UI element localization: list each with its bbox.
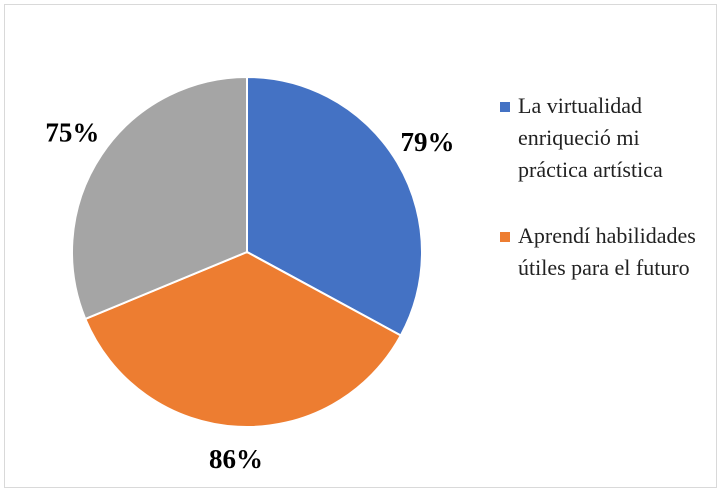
data-label: 75% bbox=[45, 118, 99, 148]
legend: La virtualidad enriqueció mi práctica ar… bbox=[496, 90, 711, 318]
chart-frame bbox=[4, 4, 717, 488]
legend-label: Aprendí habilidades útiles para el futur… bbox=[518, 223, 696, 280]
legend-swatch bbox=[500, 102, 510, 112]
pie-slice bbox=[84, 250, 403, 428]
pie-slice bbox=[246, 75, 423, 337]
legend-swatch bbox=[500, 232, 510, 242]
pie-slice bbox=[71, 75, 248, 321]
legend-label: La virtualidad enriqueció mi práctica ar… bbox=[518, 93, 663, 182]
legend-item: La virtualidad enriqueció mi práctica ar… bbox=[496, 90, 711, 186]
legend-item: Aprendí habilidades útiles para el futur… bbox=[496, 220, 711, 284]
data-label: 79% bbox=[400, 127, 454, 157]
data-label: 86% bbox=[209, 444, 263, 474]
